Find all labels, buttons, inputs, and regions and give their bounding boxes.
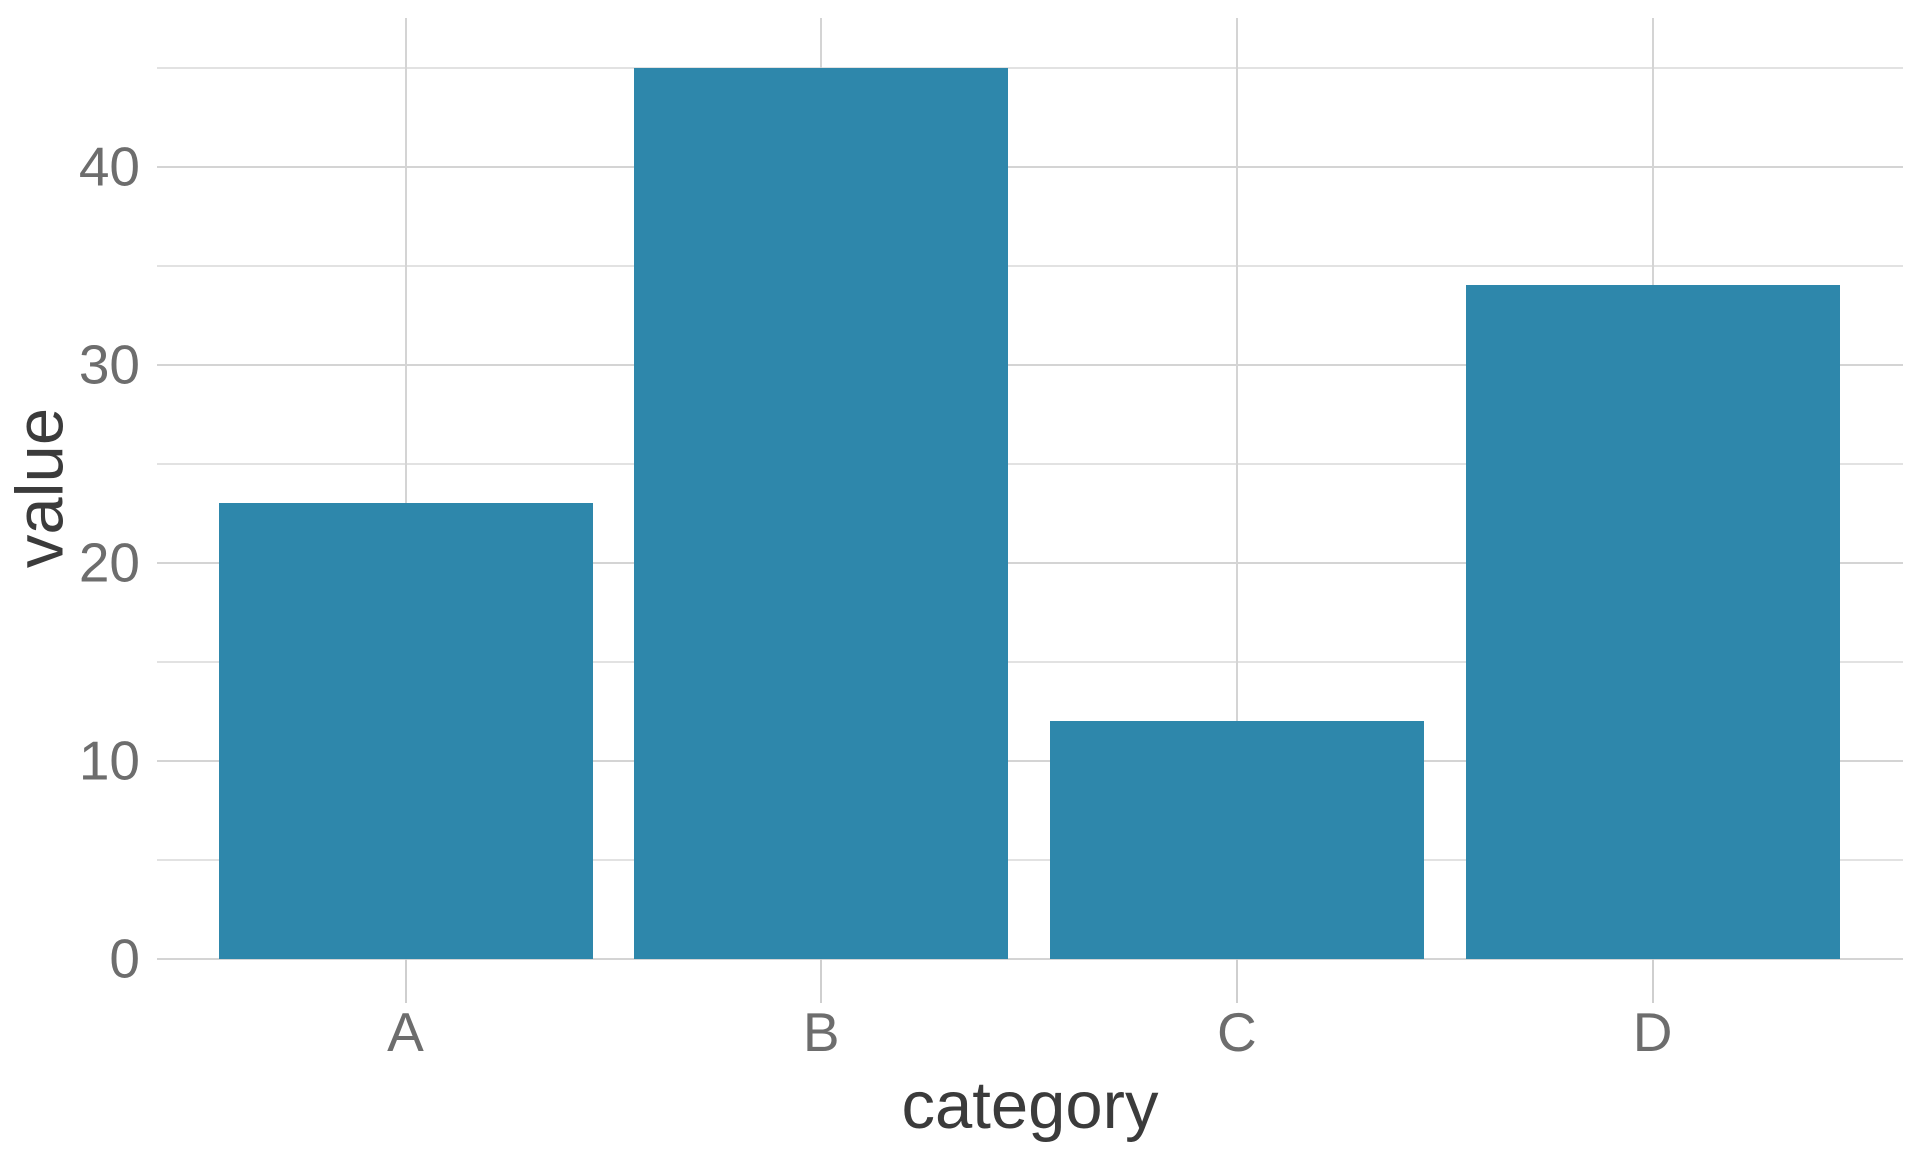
gridline-major: [157, 561, 1903, 564]
gridline-minor: [157, 67, 1903, 69]
gridline-vertical: [404, 18, 407, 959]
x-tick-label: B: [802, 1001, 840, 1063]
gridline-major: [157, 165, 1903, 168]
plot-panel: [157, 18, 1903, 1003]
bar-D: [1465, 285, 1840, 959]
bar-A: [218, 503, 593, 959]
y-tick-label: 20: [78, 531, 140, 594]
y-tick-label: 40: [78, 135, 140, 198]
bar-B: [634, 67, 1009, 959]
x-tick-label: D: [1632, 1001, 1673, 1063]
gridline-minor: [157, 463, 1903, 465]
x-tick-mark: [820, 959, 823, 1003]
gridline-vertical: [1235, 18, 1238, 959]
x-tick-mark: [404, 959, 407, 1003]
x-tick-mark: [1651, 959, 1654, 1003]
x-axis-title: category: [901, 1068, 1159, 1143]
gridline-minor: [157, 265, 1903, 267]
y-tick-label: 0: [109, 927, 140, 990]
gridline-major: [157, 363, 1903, 366]
gridline-minor: [157, 661, 1903, 663]
gridline-major: [157, 958, 1903, 960]
gridline-major: [157, 759, 1903, 762]
y-axis-title: value: [2, 407, 78, 569]
x-tick-label: A: [387, 1001, 424, 1063]
y-tick-label: 30: [78, 333, 140, 396]
x-tick-label: C: [1217, 1001, 1257, 1063]
y-tick-label: 10: [78, 729, 140, 792]
gridline-minor: [157, 859, 1903, 861]
x-tick-mark: [1235, 959, 1238, 1003]
bar-C: [1049, 721, 1424, 959]
